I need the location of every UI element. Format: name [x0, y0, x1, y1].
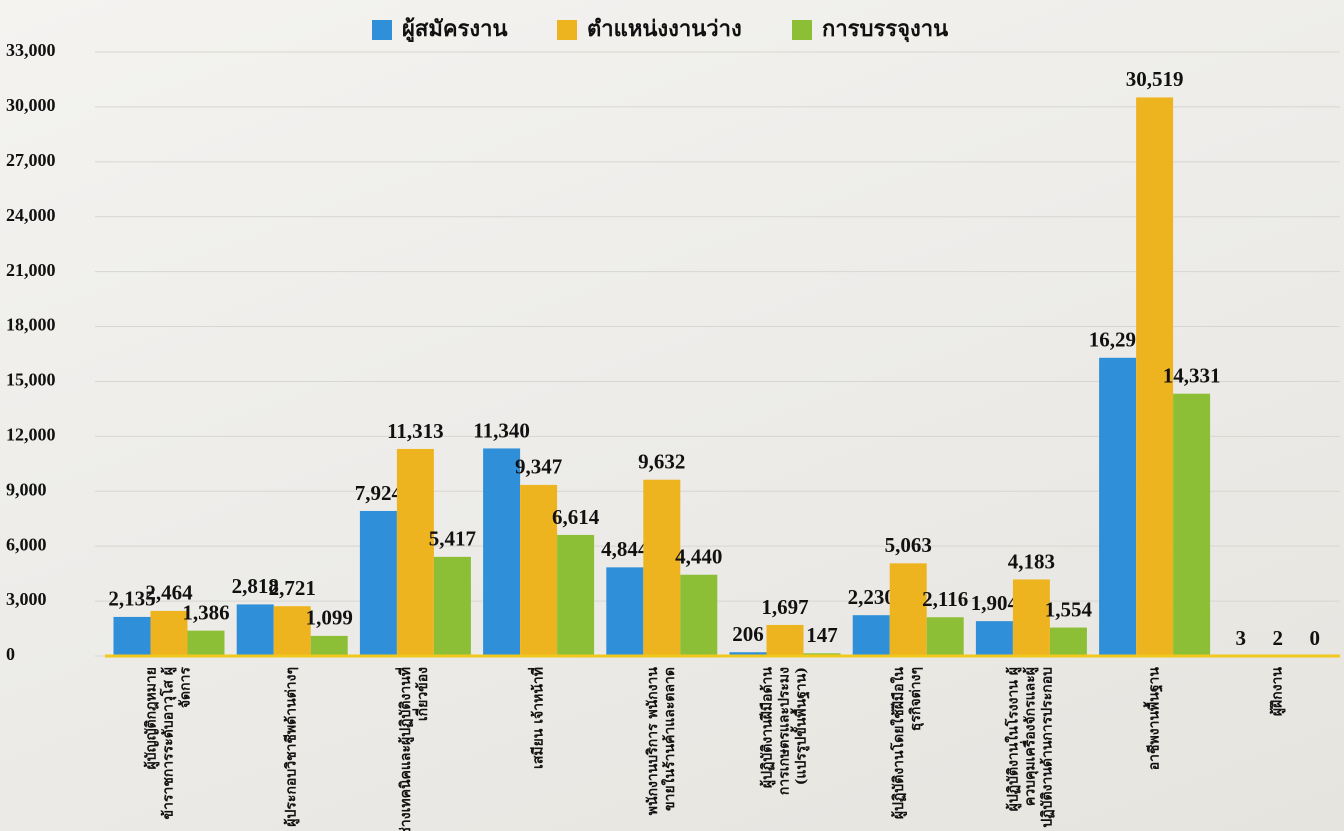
- value-label: 1,697: [761, 595, 808, 619]
- bar: [1136, 97, 1174, 657]
- bar: [1173, 393, 1211, 656]
- x-tick-label: ผู้ปฏิบัติงานโดยใช้ฝีมือในธุรกิจต่างๆ: [891, 667, 925, 820]
- value-label: 6,614: [552, 505, 600, 529]
- value-label: 4,183: [1008, 549, 1055, 573]
- legend-swatch: [372, 20, 392, 40]
- bar: [557, 534, 595, 656]
- value-label: 206: [732, 622, 764, 646]
- y-tick-label: 30,000: [6, 95, 56, 115]
- value-label: 0: [1310, 626, 1321, 650]
- x-tick-label: ผู้ฝึกงาน: [1269, 667, 1286, 717]
- x-tick-label: เสมียน เจ้าหน้าที่: [530, 667, 547, 769]
- value-label: 2: [1273, 626, 1284, 650]
- bar: [310, 635, 348, 656]
- value-label: 1,386: [182, 600, 229, 624]
- value-label: 2,464: [145, 581, 193, 605]
- x-tick-label: ช่างเทคนิคและผู้ปฏิบัติงานที่เกี่ยวข้อง: [398, 667, 432, 831]
- x-tick-label: ผู้บัญญัติกฎหมาย ข้าราชการระดับอาวุโส ผู…: [143, 667, 194, 820]
- bar: [236, 604, 274, 656]
- legend-label: ตำแหน่งงานว่าง: [587, 16, 742, 41]
- y-tick-label: 12,000: [6, 424, 56, 444]
- value-label: 5,417: [429, 527, 476, 551]
- y-tick-label: 9,000: [6, 479, 47, 499]
- bar: [359, 510, 397, 656]
- bar: [150, 610, 188, 656]
- value-label: 2,818: [232, 574, 279, 598]
- bar: [187, 630, 225, 656]
- value-label: 9,347: [515, 455, 562, 479]
- y-tick-label: 24,000: [6, 205, 56, 225]
- value-label: 5,063: [885, 533, 932, 557]
- value-label: 2,721: [269, 576, 316, 600]
- bar: [113, 616, 151, 656]
- legend-swatch: [557, 20, 577, 40]
- bar: [433, 556, 471, 656]
- y-tick-label: 27,000: [6, 150, 56, 170]
- x-tick-label: อาชีพงานพื้นฐาน: [1146, 667, 1163, 771]
- value-label: 1,904: [971, 591, 1019, 615]
- bar: [729, 652, 767, 656]
- x-tick-label: ผู้ปฏิบัติงานในโรงงาน ผู้ควบคุมเครื่องจั…: [1005, 667, 1056, 828]
- value-label: 4,440: [675, 545, 722, 569]
- value-label: 2,116: [922, 587, 968, 611]
- bar: [889, 563, 927, 656]
- bar: [1099, 357, 1137, 656]
- bar: [1049, 627, 1087, 656]
- bar: [273, 606, 311, 656]
- value-label: 4,844: [601, 537, 649, 561]
- y-tick-label: 15,000: [6, 370, 56, 390]
- value-label: 14,331: [1163, 364, 1221, 388]
- bar: [606, 567, 644, 656]
- bar: [680, 574, 718, 656]
- value-label: 7,924: [355, 481, 403, 505]
- value-label: 9,632: [638, 450, 685, 474]
- legend-swatch: [792, 20, 812, 40]
- y-tick-label: 3,000: [6, 589, 47, 609]
- value-label: 1,099: [306, 606, 353, 630]
- bar: [975, 621, 1013, 656]
- y-tick-label: 33,000: [6, 40, 56, 60]
- value-label: 2,135: [108, 587, 155, 611]
- value-label: 3: [1236, 626, 1247, 650]
- bar: [643, 479, 681, 656]
- y-tick-label: 18,000: [6, 315, 56, 335]
- y-tick-label: 6,000: [6, 534, 47, 554]
- x-tick-label: ผู้ประกอบวิชาชีพด้านต่างๆ: [283, 667, 300, 827]
- x-tick-label: พนักงานบริการ พนักงานขายในร้านค้าและตลาด: [644, 667, 678, 816]
- value-label: 1,554: [1045, 597, 1093, 621]
- bar: [483, 448, 521, 656]
- value-label: 30,519: [1126, 67, 1184, 91]
- value-label: 2,230: [848, 585, 895, 609]
- bar: [926, 617, 964, 656]
- x-tick-label: ผู้ปฏิบัติงานฝีมือด้านการเกษตรและประมง (…: [759, 667, 810, 796]
- bar: [766, 624, 804, 656]
- legend-label: การบรรจุงาน: [822, 16, 948, 43]
- y-tick-label: 0: [6, 644, 15, 664]
- value-label: 11,313: [387, 419, 444, 443]
- bar: [520, 484, 558, 656]
- value-label: 11,340: [473, 418, 530, 442]
- bar: [1012, 579, 1050, 656]
- legend-label: ผู้สมัครงาน: [402, 16, 508, 43]
- bar: [396, 448, 434, 656]
- value-label: 147: [806, 623, 838, 647]
- y-tick-label: 21,000: [6, 260, 56, 280]
- bar: [852, 615, 890, 656]
